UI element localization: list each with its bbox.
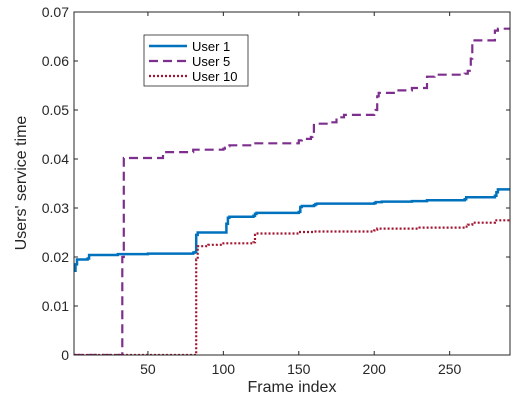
series-line-3 (74, 219, 510, 355)
x-tick-label: 100 (212, 361, 236, 377)
legend-box (143, 34, 249, 87)
x-axis-title: Frame index (248, 379, 337, 396)
y-tick-label: 0.05 (42, 102, 69, 118)
legend-label: User 1 (192, 39, 230, 54)
y-tick-label: 0.04 (42, 151, 69, 167)
y-tick-label: 0.03 (42, 200, 69, 216)
y-tick-label: 0.07 (42, 4, 69, 20)
y-tick-label: 0.01 (42, 298, 69, 314)
x-tick-label: 150 (287, 361, 311, 377)
axis-ticks: 50 100 150 200 250 0 0.01 0.02 0.03 0.04 0.05 0.06 0… (42, 4, 510, 377)
x-tick-label: 250 (438, 361, 462, 377)
x-tick-label: 200 (363, 361, 387, 377)
y-tick-label: 0.02 (42, 249, 69, 265)
plot-area-frame (73, 11, 511, 356)
legend-label: User 5 (192, 54, 230, 69)
series-line-1 (74, 188, 510, 272)
y-tick-label: 0 (61, 347, 69, 363)
y-axis-title: Users' service time (13, 116, 30, 251)
legend-label: User 10 (192, 69, 238, 84)
series-layer (74, 27, 510, 355)
x-tick-label: 50 (140, 361, 156, 377)
series-line-2 (74, 27, 510, 355)
y-tick-label: 0.06 (42, 53, 69, 69)
